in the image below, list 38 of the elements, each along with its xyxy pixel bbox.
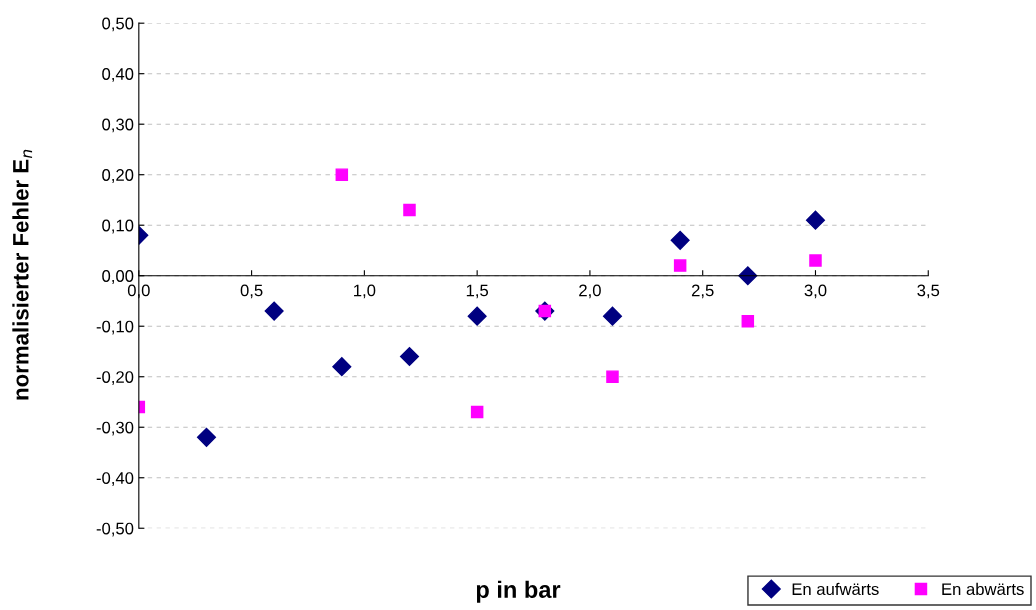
y-tick-label: 0,40 [102,68,134,82]
point [332,357,352,377]
point [805,210,826,230]
y-tick-label: -0,10 [96,320,134,335]
y-tick-label: -0,50 [96,522,134,537]
y-tick-label: -0,40 [96,472,134,486]
y-axis-title: normalisierter Fehler E$_{n}$ [12,149,33,400]
point [738,266,758,286]
y-tick-label: 0,20 [102,169,134,183]
x-tick-label: 1,5 [466,284,489,299]
point [264,301,284,321]
point [741,314,755,328]
x-tick-label: 2,5 [691,284,714,299]
point [467,306,487,326]
x-tick-label: 3,5 [917,284,940,299]
y-tick-label: -0,20 [96,371,134,385]
point [602,306,623,326]
point [670,230,690,250]
point [196,427,217,447]
point [403,203,416,217]
y-tick-label: 0,10 [102,219,134,234]
x-tick-label: 0,5 [240,284,263,299]
y-tick-label: -0,30 [96,421,134,436]
x-tick-label: 1,0 [354,284,376,299]
x-tick-label: 2,0 [579,284,601,299]
point [335,168,349,181]
x-tick-label: 3,0 [804,284,827,299]
legend-label: En abwärts [942,582,1024,596]
x-axis-title: p in bar [476,580,561,603]
legend-label: En aufwärts [792,582,879,596]
y-tick-label: 0,00 [102,270,134,284]
y-tick-label: 0,50 [102,17,134,32]
y-tick-label: 0,30 [102,118,134,133]
point [399,346,420,367]
point [809,254,822,267]
point [673,259,687,272]
point [470,405,484,419]
point [606,370,619,383]
